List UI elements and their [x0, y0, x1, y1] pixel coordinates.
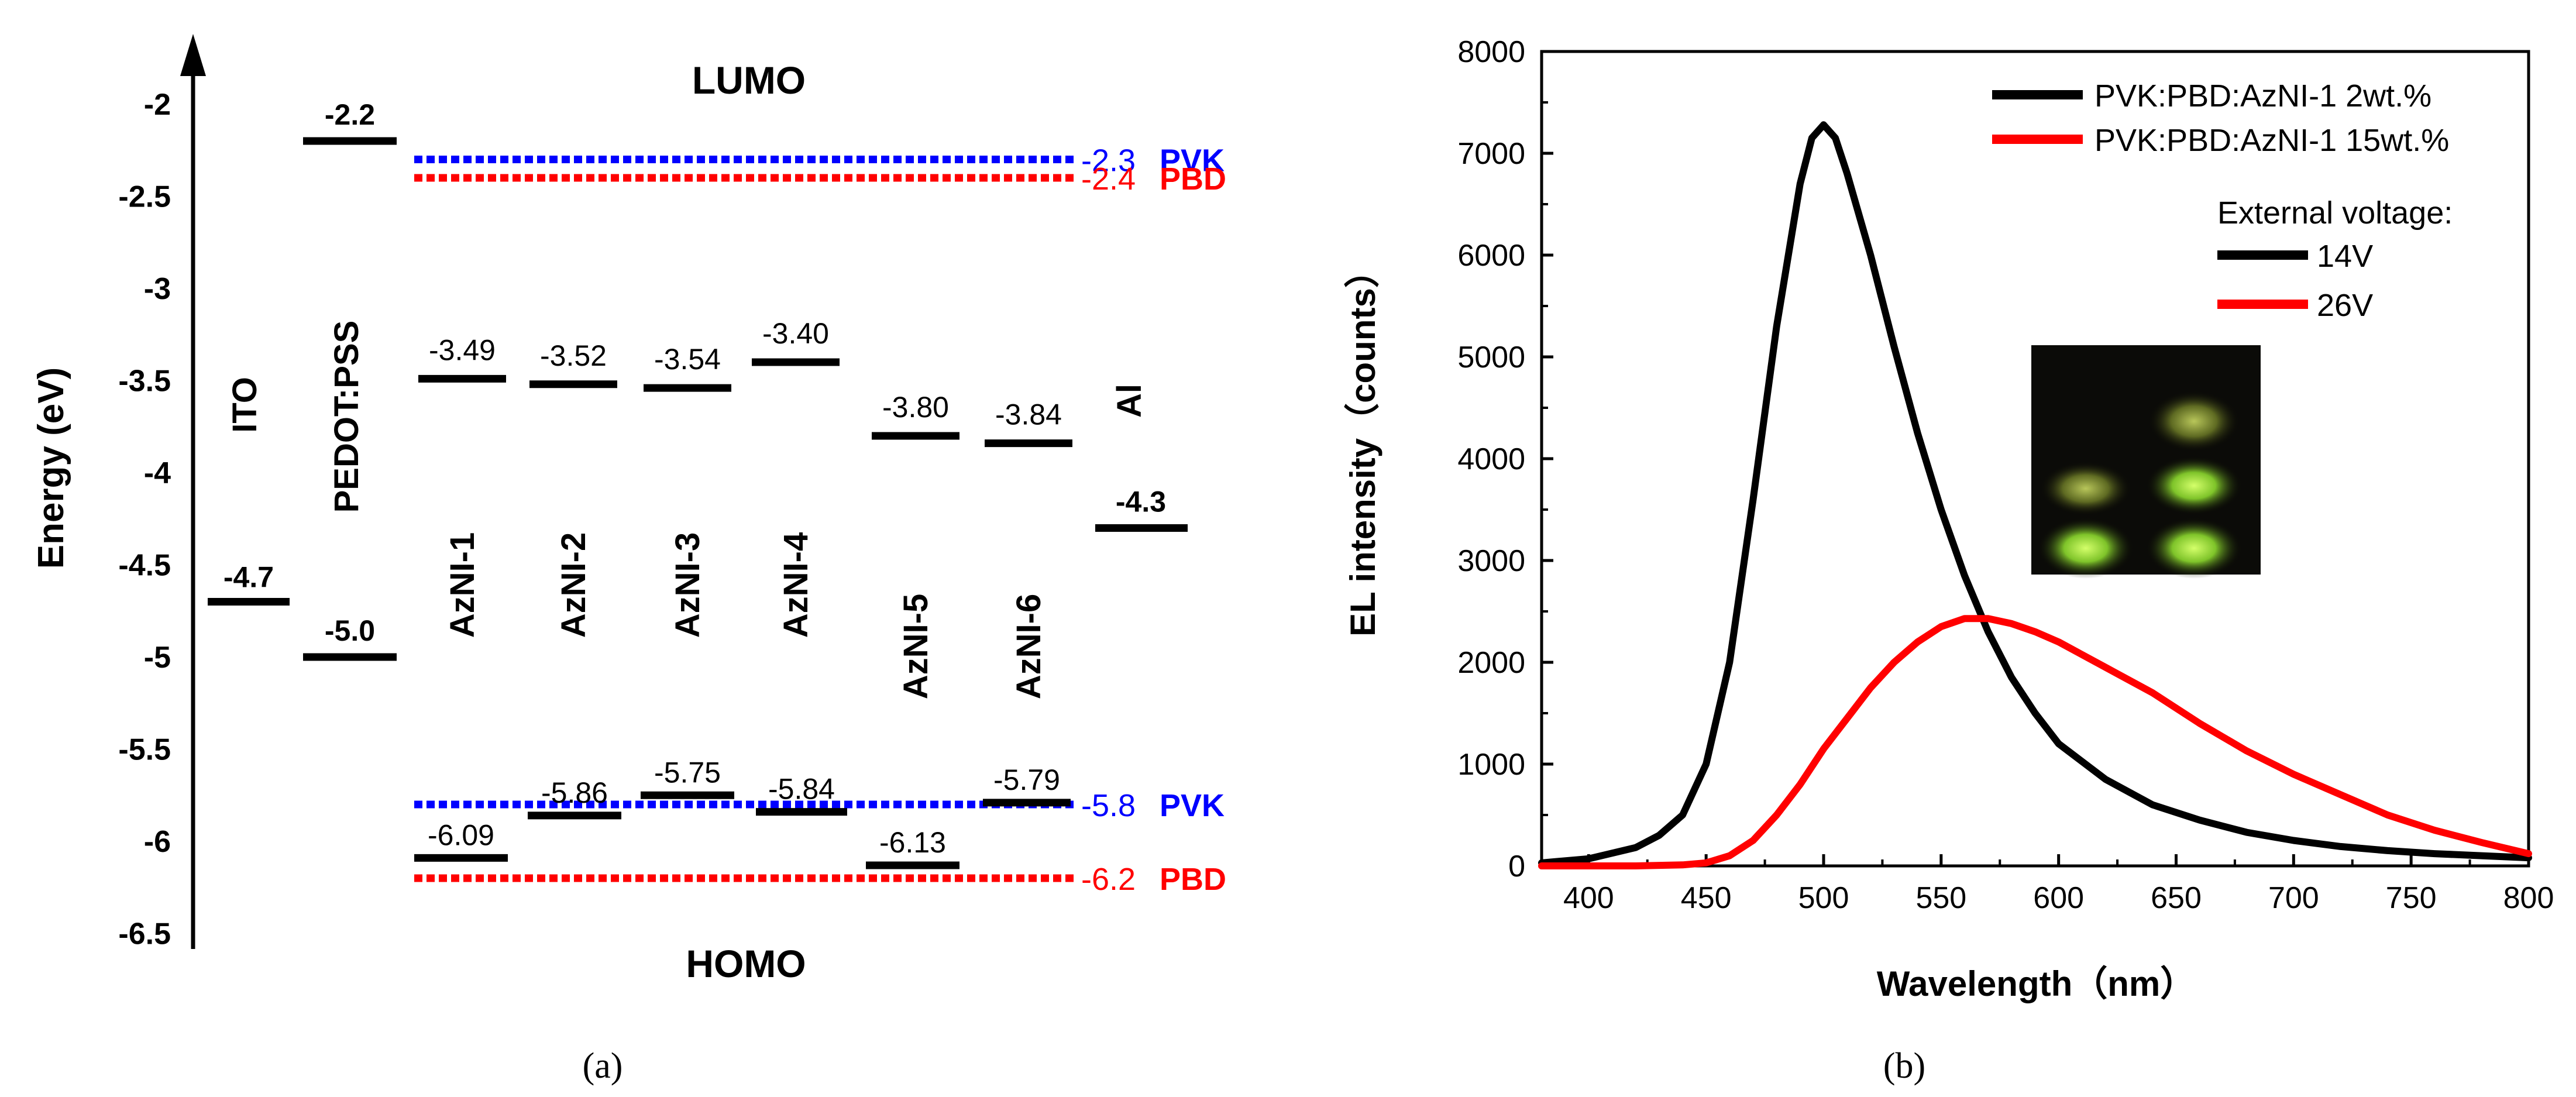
x-tick-label: 750 — [2386, 881, 2437, 915]
material-label-azni-5: AzNI-5 — [897, 594, 935, 699]
ito-level-label: -4.7 — [223, 561, 274, 594]
y-tick-label: 3000 — [1457, 544, 1525, 578]
energy-tick-label: -5.5 — [118, 733, 171, 767]
energy-tick-label: -5 — [144, 641, 171, 675]
series-lines — [1538, 121, 2532, 869]
pedot-label: PEDOT:PSS — [328, 321, 366, 513]
energy-tick-label: -4.5 — [118, 549, 171, 583]
legend-label-15wt: PVK:PBD:AzNI-1 15wt.% — [2094, 123, 2449, 158]
energy-tick-label: -4 — [144, 456, 171, 490]
lumo-value-azni-1: -3.49 — [429, 333, 496, 366]
device-photo-inset — [2031, 345, 2261, 579]
x-tick-label: 800 — [2503, 881, 2554, 915]
x-tick-label: 700 — [2268, 881, 2319, 915]
y-tick-label: 2000 — [1457, 646, 1525, 680]
host-level-name-pbd: PBD — [1160, 862, 1226, 897]
energy-axis-label: Energy (eV) — [31, 367, 71, 569]
energy-tick-label: -2.5 — [118, 180, 171, 214]
energy-axis: -2 -2.5 -3 -3.5 -4 -4.5 -5 -5.5 -6 -6.5 — [118, 34, 206, 951]
energy-tick-label: -3 — [144, 272, 171, 306]
homo-value-azni-5: -6.13 — [879, 826, 946, 859]
y-tick-label: 6000 — [1457, 239, 1525, 273]
el-spectrum-chart: 400 450 500 550 600 650 700 750 8000100020003000… — [1343, 35, 2554, 1086]
x-tick-label: 650 — [2151, 881, 2202, 915]
panel-a-caption: (a) — [583, 1046, 623, 1086]
x-tick-label: 400 — [1563, 881, 1614, 915]
voltage-note-title: External voltage: — [2217, 195, 2453, 231]
lumo-value-azni-2: -3.52 — [540, 339, 607, 372]
host-level-name-pvk: PVK — [1160, 788, 1225, 823]
energy-levels: -4.7 ITO -2.2 -5.0 PEDOT:PSS -4.3 Al -2.3 PVK -2.… — [208, 98, 1226, 897]
y-axis-label: EL intensity（counts） — [1343, 253, 1382, 637]
energy-tick-label: -2 — [144, 88, 171, 122]
voltage-label-14v: 14V — [2317, 239, 2373, 274]
lumo-value-azni-4: -3.40 — [762, 317, 829, 350]
host-level-value-pvk: -5.8 — [1081, 788, 1136, 823]
pedot-upper-label: -2.2 — [325, 98, 375, 131]
x-tick-label: 500 — [1798, 881, 1849, 915]
energy-tick-label: -6 — [144, 825, 171, 859]
homo-label: HOMO — [686, 942, 806, 985]
voltage-label-26v: 26V — [2317, 288, 2373, 323]
host-level-value-pbd: -2.4 — [1081, 161, 1136, 197]
homo-value-azni-2: -5.86 — [541, 776, 608, 809]
y-tick-label: 4000 — [1457, 442, 1525, 476]
lumo-value-azni-5: -3.80 — [882, 391, 949, 424]
lumo-value-azni-3: -3.54 — [654, 343, 721, 376]
y-tick-label: 8000 — [1457, 35, 1525, 69]
ito-label: ITO — [226, 377, 264, 433]
al-level-label: -4.3 — [1116, 486, 1166, 518]
al-label: Al — [1110, 384, 1148, 418]
homo-value-azni-1: -6.09 — [428, 819, 494, 851]
panel-b-caption: (b) — [1883, 1046, 1925, 1086]
legend: PVK:PBD:AzNI-1 2wt.% PVK:PBD:AzNI-1 15wt… — [1992, 78, 2453, 323]
x-axis-label: Wavelength（nm） — [1877, 964, 2195, 1003]
homo-value-azni-3: -5.75 — [654, 756, 721, 789]
lumo-value-azni-6: -3.84 — [995, 398, 1062, 431]
series-line-2wt — [1538, 121, 2532, 866]
y-tick-label: 5000 — [1457, 341, 1525, 374]
homo-value-azni-4: -5.84 — [768, 773, 835, 806]
pedot-lower-label: -5.0 — [325, 614, 375, 647]
host-level-name-pvk: PVK — [1160, 143, 1225, 178]
host-level-value-pvk: -2.3 — [1081, 143, 1136, 178]
lumo-label: LUMO — [692, 59, 806, 102]
energy-level-diagram: -2 -2.5 -3 -3.5 -4 -4.5 -5 -5.5 -6 -6.5 -4.7 ITO -2… — [31, 34, 1226, 1086]
y-tick-label: 7000 — [1457, 137, 1525, 171]
material-label-azni-2: AzNI-2 — [555, 532, 593, 638]
material-label-azni-6: AzNI-6 — [1010, 594, 1048, 699]
material-label-azni-1: AzNI-1 — [443, 532, 482, 638]
axis-ticks: 400 450 500 550 600 650 700 750 8000100020003000… — [1457, 35, 2554, 915]
host-level-name-pbd: PBD — [1160, 161, 1226, 197]
legend-label-2wt: PVK:PBD:AzNI-1 2wt.% — [2094, 78, 2431, 114]
energy-tick-label: -3.5 — [118, 364, 171, 398]
material-label-azni-3: AzNI-3 — [669, 532, 707, 638]
y-tick-label: 1000 — [1457, 748, 1525, 782]
series-line-15wt — [1538, 615, 2532, 869]
energy-axis-arrow — [180, 34, 206, 76]
material-label-azni-4: AzNI-4 — [777, 532, 815, 638]
y-tick-label: 0 — [1508, 850, 1525, 883]
x-tick-label: 450 — [1681, 881, 1732, 915]
homo-value-azni-6: -5.79 — [993, 764, 1060, 796]
x-tick-label: 550 — [1915, 881, 1966, 915]
x-tick-label: 600 — [2033, 881, 2084, 915]
host-level-value-pbd: -6.2 — [1081, 862, 1136, 897]
energy-tick-label: -6.5 — [118, 917, 171, 951]
